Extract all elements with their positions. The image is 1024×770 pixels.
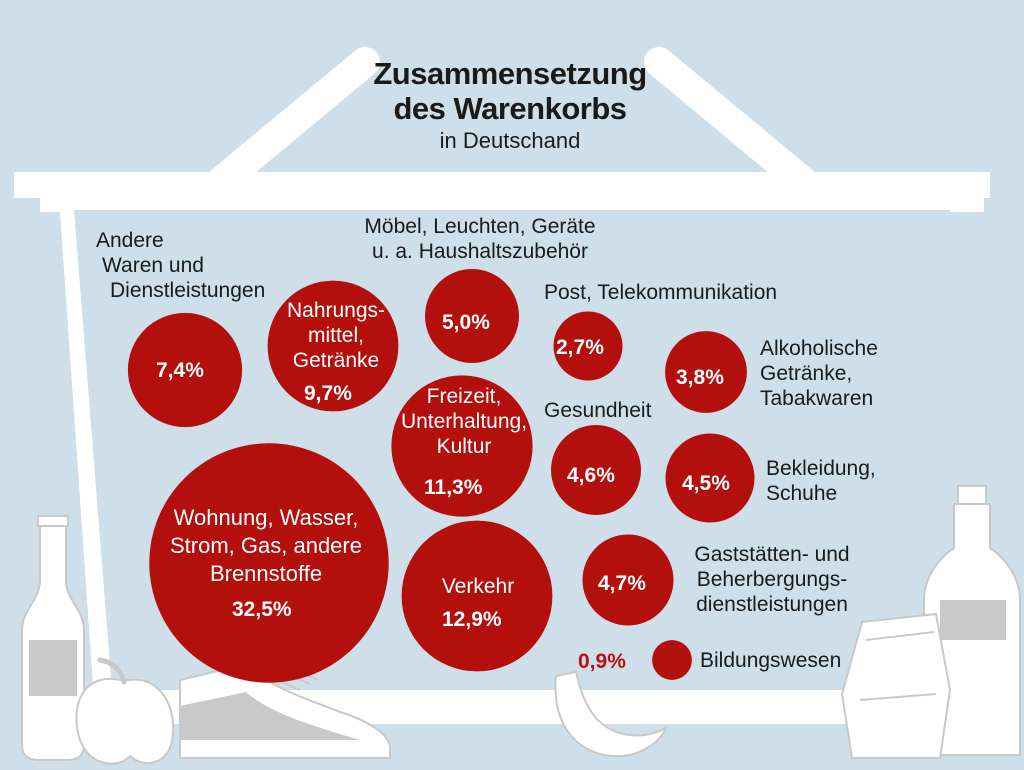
label-andere-waren: Andere Waren und Dienstleistungen [96,228,265,303]
label-gaststaetten: Gaststätten- und Beherbergungs- dienstle… [680,542,864,617]
label-line: Post, Telekommunikation [544,281,778,304]
value-andere-waren: 7,4% [156,359,204,382]
label-line: Tabakwaren [760,387,874,410]
value-verkehr: 12,9% [442,608,502,631]
bubble-alkohol [665,331,747,413]
label-line: Getränke, [760,362,853,385]
bubble-nahrungsmittel [267,280,399,412]
subtitle: in Deutschand [439,128,581,153]
value-wohnung: 32,5% [232,598,292,621]
bubble-andere-waren [127,312,243,428]
label-line: Schuhe [766,482,838,505]
label-line: Waren und [102,254,204,277]
label-line: Andere [96,229,164,252]
label-bekleidung: Bekleidung, Schuhe [766,456,876,506]
bell-pepper-icon [75,657,175,765]
label-line: Nahrungs- [286,299,386,322]
paper-bag-icon [840,612,952,759]
value-gaststaetten: 4,7% [598,572,646,595]
label-post: Post, Telekommunikation [544,280,777,305]
bubble-verkehr [401,520,553,672]
label-wohnung: Wohnung, Wasser, Strom, Gas, andere Bren… [146,504,386,588]
value-moebel: 5,0% [442,311,490,334]
value-freizeit: 11,3% [424,476,483,499]
label-line: Brennstoffe [209,561,323,586]
label-line: Verkehr [441,575,515,598]
label-line: u. a. Haushaltszubehör [372,240,588,263]
label-line: Bildungswesen [700,649,842,672]
bubble-freizeit [391,375,533,517]
bubble-gaststaetten [582,534,674,626]
label-alkohol: Alkoholische Getränke, Tabakwaren [760,336,878,411]
label-line: Kultur [436,435,492,458]
label-line: Unterhaltung, [400,410,528,433]
label-line: Getränke [292,349,380,372]
label-bildungswesen: Bildungswesen [700,648,841,673]
bubble-wohnung [149,443,389,683]
beer-bottle-icon [21,515,85,761]
banana-icon [554,670,669,758]
label-line: Freizeit, [426,385,502,408]
label-line: Möbel, Leuchten, Geräte [364,215,596,238]
label-line: mittel, [307,324,364,347]
label-line: Gesundheit [544,399,652,422]
value-nahrungsmittel: 9,7% [304,382,352,405]
groceries [21,485,1021,765]
label-freizeit: Freizeit, Unterhaltung, Kultur [386,384,542,459]
bubble-post [553,311,623,381]
label-verkehr: Verkehr [406,574,550,599]
label-nahrungsmittel: Nahrungs- mittel, Getränke [266,298,406,373]
label-line: Dienstleistungen [110,279,266,302]
bubble-bekleidung [665,433,755,523]
value-bekleidung: 4,5% [682,472,730,495]
value-bildungswesen: 0,9% [578,650,626,673]
basket-rim [14,172,990,198]
label-moebel: Möbel, Leuchten, Geräte u. a. Haushaltsz… [330,214,630,264]
label-line: Alkoholische [760,337,878,360]
bubble-bildungswesen [652,640,692,680]
value-alkohol: 3,8% [676,366,724,389]
bubble-moebel [425,269,519,363]
bubble-gesundheit [551,425,641,515]
label-line: dienstleistungen [696,593,848,616]
label-line: Wohnung, Wasser, [173,505,359,530]
title-line-2: des Warenkorbs [393,91,627,126]
value-post: 2,7% [556,336,604,359]
title-line-1: Zusammensetzung [373,56,647,91]
label-gesundheit: Gesundheit [544,398,651,423]
label-line: Gaststätten- und [694,543,850,566]
label-line: Bekleidung, [766,457,876,480]
label-line: Strom, Gas, andere [170,533,362,558]
value-gesundheit: 4,6% [567,464,615,487]
bubbles [127,269,755,683]
label-line: Beherbergungs- [696,568,848,591]
